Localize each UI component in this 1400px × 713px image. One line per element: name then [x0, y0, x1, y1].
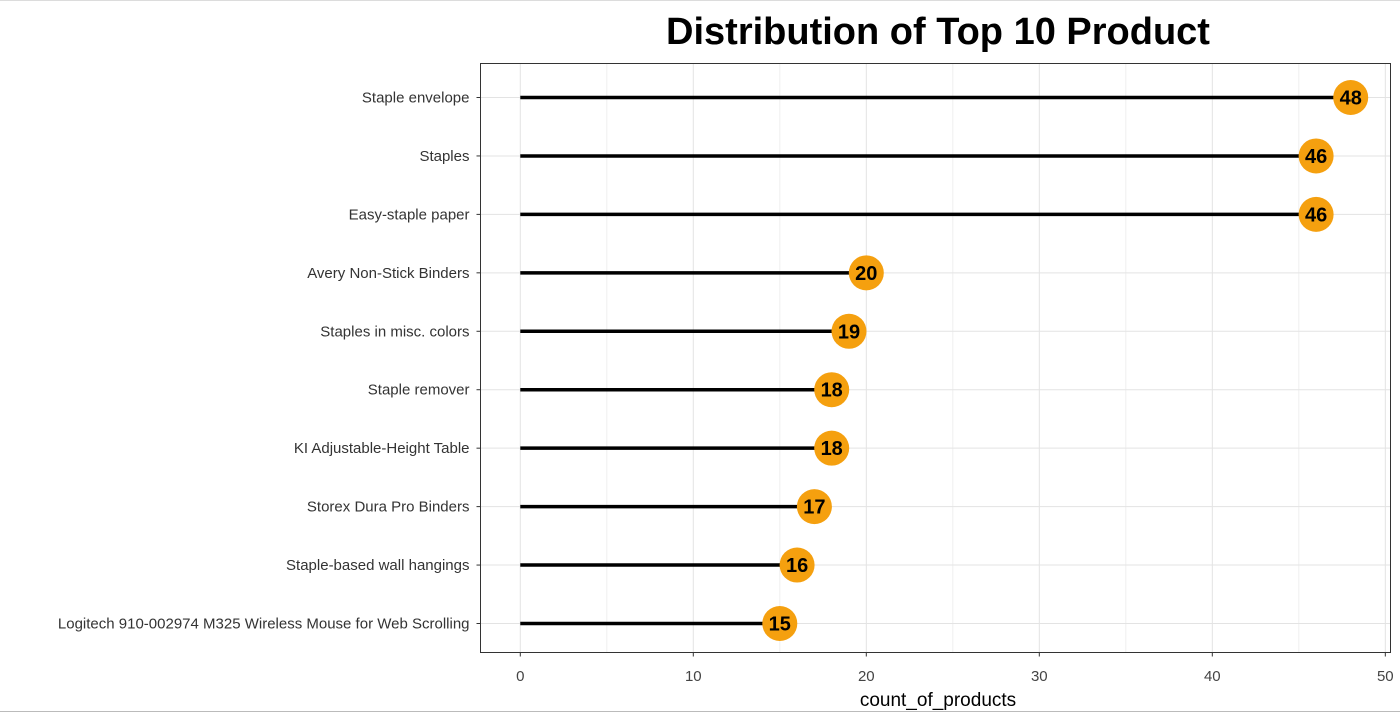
mark-layer: 48 46 46 20 19 18 18 17 16 15: [520, 80, 1369, 641]
data-label: 46: [1305, 204, 1327, 226]
y-tick-label: Staples in misc. colors: [320, 323, 469, 340]
x-tick-label: 40: [1204, 668, 1221, 685]
y-axis: Staple envelope Staples Easy-staple paper A…: [58, 90, 481, 633]
lollipop-point: [1333, 80, 1369, 115]
y-tick-label: Easy-staple paper: [349, 206, 470, 223]
y-tick-label: Staple-based wall hangings: [286, 557, 469, 574]
y-tick-label: Logitech 910-002974 M325 Wireless Mouse …: [58, 616, 470, 633]
lollipop-point: [814, 430, 850, 466]
data-label: 16: [786, 555, 808, 577]
lollipop-point: [779, 547, 815, 583]
data-label: 17: [803, 497, 825, 519]
data-label: 48: [1340, 88, 1362, 110]
y-tick-label: Staple envelope: [362, 90, 470, 107]
lollipop-point: [796, 489, 832, 525]
plot-panel: [480, 63, 1391, 653]
data-label: 15: [769, 614, 791, 636]
data-label: 20: [855, 263, 877, 285]
data-label: 18: [821, 438, 843, 460]
lollipop-point: [848, 255, 884, 291]
x-tick-label: 20: [858, 668, 875, 685]
lollipop-point: [1298, 196, 1334, 232]
x-axis: 0 10 20 30 40 50: [516, 652, 1394, 685]
y-tick-label: KI Adjustable-Height Table: [294, 440, 470, 457]
x-tick-label: 0: [516, 668, 524, 685]
y-tick-label: Staples: [419, 148, 469, 165]
lollipop-point: [1298, 138, 1334, 174]
y-tick-label: Avery Non-Stick Binders: [307, 265, 469, 282]
y-tick-label: Staple remover: [368, 382, 470, 399]
data-label: 19: [838, 321, 860, 343]
x-tick-label: 10: [685, 668, 702, 685]
chart-title: Distribution of Top 10 Product: [666, 11, 1210, 53]
lollipop-point: [831, 313, 867, 349]
data-label: 46: [1305, 146, 1327, 168]
y-tick-label: Storex Dura Pro Binders: [307, 499, 470, 516]
lollipop-point: [814, 372, 850, 408]
x-axis-title: count_of_products: [860, 690, 1016, 711]
x-tick-label: 50: [1377, 668, 1394, 685]
x-tick-label: 30: [1031, 668, 1048, 685]
lollipop-point: [762, 606, 798, 641]
data-label: 18: [821, 380, 843, 402]
